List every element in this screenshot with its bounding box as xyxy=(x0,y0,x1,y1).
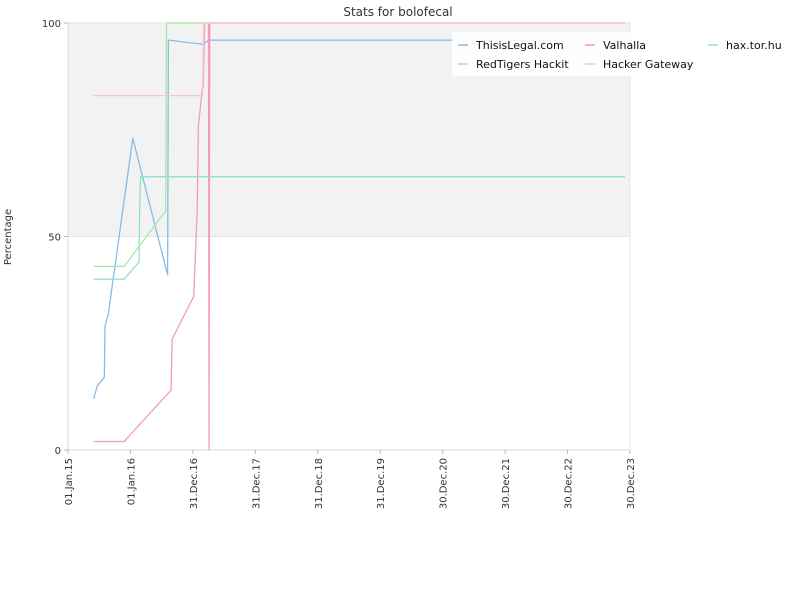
x-tick-label: 31.Dec.17 xyxy=(251,458,262,509)
y-axis-label: Percentage xyxy=(3,209,14,265)
legend-label: ThisisLegal.com xyxy=(475,39,564,52)
series-line-3 xyxy=(93,176,625,280)
x-tick-label: 31.Dec.18 xyxy=(314,458,325,509)
x-tick-label: 30.Dec.20 xyxy=(439,458,450,509)
x-tick-label: 30.Dec.21 xyxy=(501,458,512,509)
series-line-5 xyxy=(93,22,625,97)
x-tick-label: 30.Dec.23 xyxy=(626,458,637,509)
y-tick-label: 0 xyxy=(55,446,61,457)
series-lines xyxy=(93,22,625,451)
legend-label: Hacker Gateway xyxy=(603,58,694,71)
x-tick-label: 30.Dec.22 xyxy=(564,458,575,509)
x-tick-label: 31.Dec.16 xyxy=(189,458,200,509)
y-tick-label: 100 xyxy=(42,19,61,30)
chart-title: Stats for bolofecal xyxy=(343,5,452,19)
x-tick-label: 01.Jan.16 xyxy=(126,458,137,505)
series-line-2 xyxy=(93,22,625,451)
y-tick-label: 50 xyxy=(48,233,61,244)
legend-label: Valhalla xyxy=(603,39,646,52)
legend: ThisisLegal.com Valhalla hax.tor.hu RedTige… xyxy=(452,32,782,76)
series-line-1 xyxy=(93,39,555,399)
x-tick-label: 31.Dec.19 xyxy=(376,458,387,509)
legend-box xyxy=(452,32,728,76)
x-tick-label: 01.Jan.15 xyxy=(64,458,75,505)
axes: 0 50 100 01.Jan.15 01.Jan.16 31.Dec.16 31.Dec.… xyxy=(42,19,637,509)
legend-label: hax.tor.hu xyxy=(726,39,782,52)
legend-label: RedTigers Hackit xyxy=(476,58,569,71)
